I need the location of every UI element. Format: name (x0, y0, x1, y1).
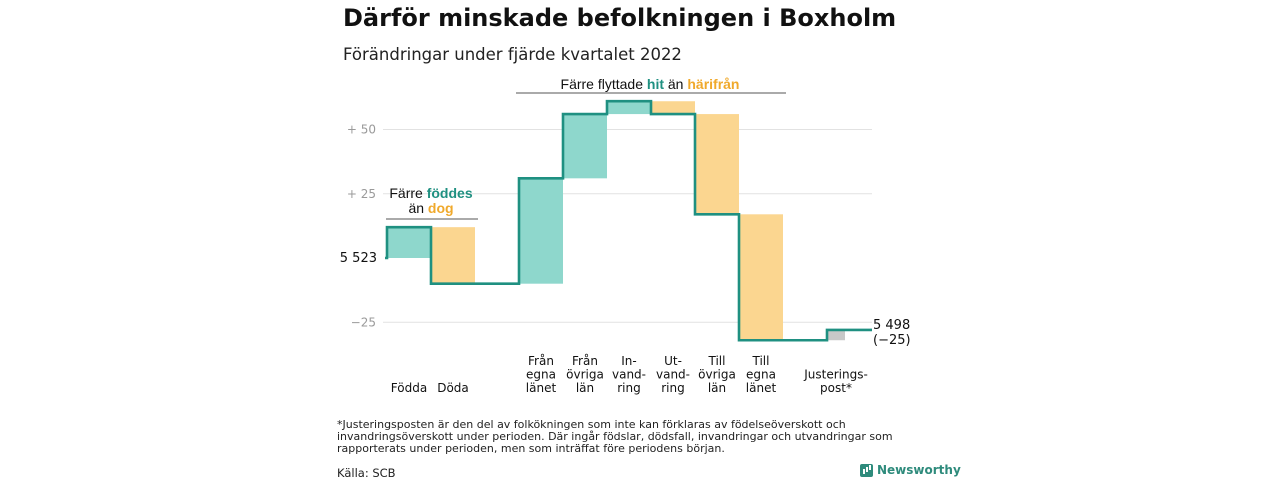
waterfall-bar (739, 214, 783, 341)
waterfall-bar (431, 227, 475, 284)
category-label: In-vand-ring (612, 354, 646, 395)
category-label: Justerings-post* (803, 368, 868, 396)
category-label: Från egna länet (526, 354, 557, 395)
footnote: *Justeringsposten är den del av folkökni… (337, 418, 893, 455)
chart-title: Därför minskade befolkningen i Boxholm (343, 4, 897, 32)
category-label: Döda (437, 381, 469, 395)
category-label: Från övriga län (566, 354, 604, 395)
y-tick-label: + 50 (347, 123, 376, 137)
category-label: Födda (391, 381, 427, 395)
chart-subtitle: Förändringar under fjärde kvartalet 2022 (343, 45, 682, 64)
waterfall-bar (563, 114, 607, 179)
cumulative-line (385, 99, 872, 342)
brand-logo: Newsworthy (860, 463, 961, 477)
waterfall-bar (651, 101, 695, 115)
waterfall-bar (827, 329, 845, 341)
end-value-label: 5 498 (873, 318, 910, 333)
annotation-births-deaths: Färre föddes än dog (389, 185, 472, 216)
newsworthy-logo-icon (860, 463, 873, 477)
waterfall-bar (519, 178, 563, 284)
end-change-label: (−25) (873, 333, 911, 348)
y-tick-label: −25 (351, 315, 376, 329)
waterfall-bar (695, 114, 739, 215)
annotation-migration: Färre flyttade hit än härifrån (561, 76, 740, 92)
category-label: Till övriga län (698, 354, 736, 395)
y-tick-label: + 25 (347, 187, 376, 201)
waterfall-chart: + 50 + 25 −25 5 523 5 498(−25) Födda Döda Från e… (340, 76, 911, 396)
category-label: Till egna länet (746, 354, 777, 395)
category-label: Ut-vand-ring (656, 354, 690, 395)
waterfall-bar (387, 227, 431, 258)
waterfall-bar (607, 101, 651, 115)
start-value-label: 5 523 (340, 251, 377, 266)
source-label: Källa: SCB (337, 466, 396, 480)
brand-name: Newsworthy (877, 463, 961, 477)
